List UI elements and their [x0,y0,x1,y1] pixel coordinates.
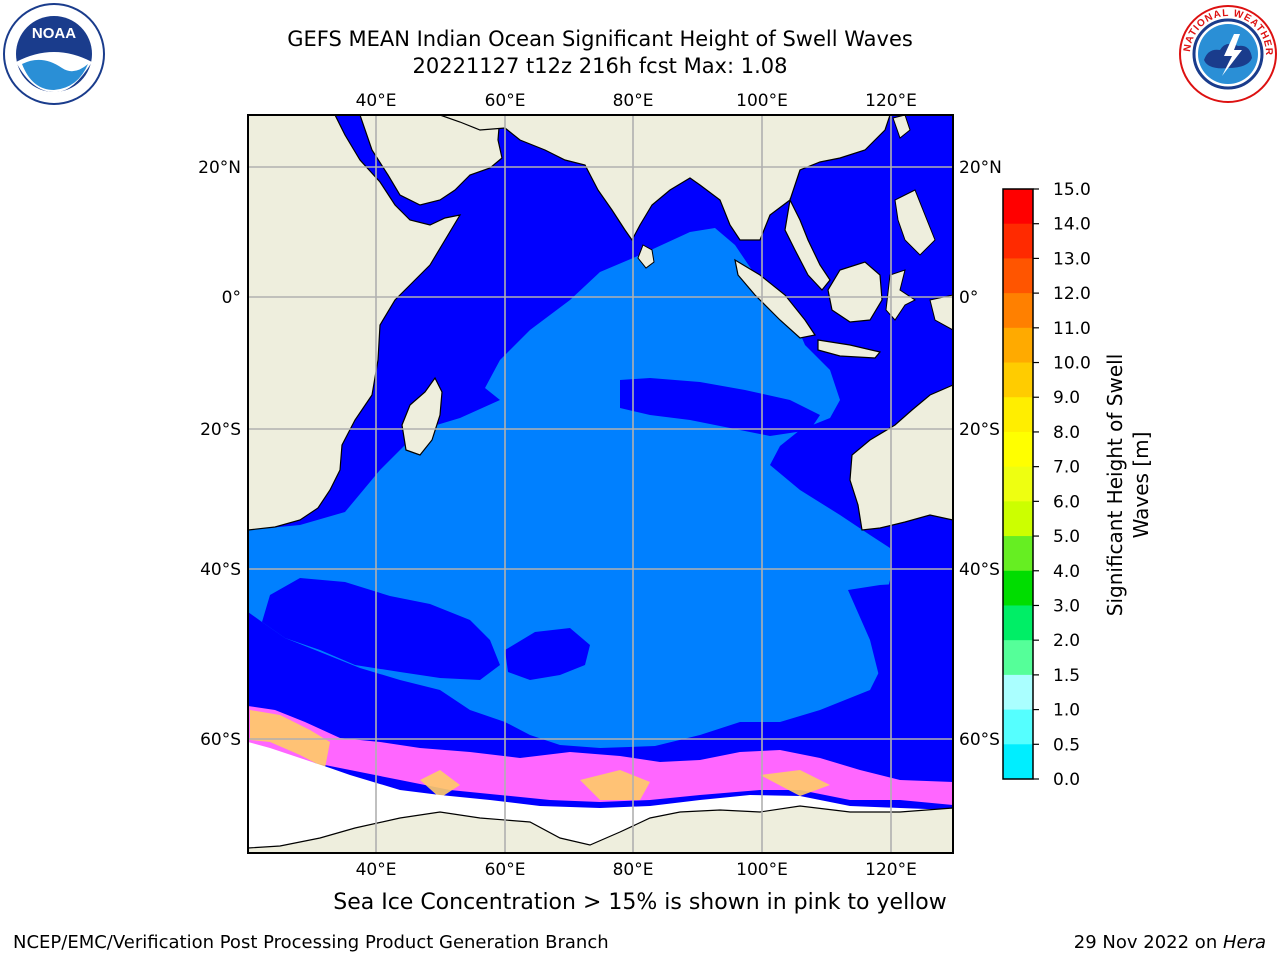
sea-ice-caption: Sea Ice Concentration > 15% is shown in … [333,890,947,915]
lat-label-left: 20°S [200,420,241,440]
lon-label-top: 60°E [485,91,526,111]
colorbar-segment [1003,674,1033,711]
colorbar-segment [1003,258,1033,294]
colorbar: 15.0 14.0 13.0 12.0 11.0 10.0 9.0 8.0 7.0 6.0 5.0 4… [1002,180,1091,790]
philippines-land [894,189,936,256]
footer-date: 29 Nov 2022 on Hera [1074,932,1266,953]
colorbar-segment [1003,466,1033,502]
lon-label-bottom: 40°E [356,860,397,880]
swell-region-low-south [262,578,500,680]
noaa-logo-text: NOAA [32,25,76,42]
colorbar-tick-label: 0.0 [1053,770,1080,790]
lon-label-top: 100°E [736,91,788,111]
colorbar-tick-label: 2.0 [1053,631,1080,651]
map-frame [247,114,954,854]
swell-region-low-southeast [848,580,953,780]
colorbar-segment [1003,397,1033,433]
lon-label-top: 120°E [865,91,917,111]
colorbar-segment [1003,223,1033,259]
colorbar-tick-label: 7.0 [1053,458,1080,478]
colorbar-segment [1003,501,1033,537]
chart-subtitle: 20221127 t12z 216h fcst Max: 1.08 [412,54,788,78]
madagascar-land [401,376,443,456]
lat-label-left: 0° [222,288,241,308]
footer-date-text: 29 Nov 2022 on [1073,932,1223,953]
africa-land [248,115,462,531]
colorbar-tick-label: 11.0 [1053,319,1091,339]
lat-label-left: 20°N [198,158,241,178]
colorbar-tick-label: 0.5 [1053,735,1080,755]
colorbar-frame [1002,188,1034,780]
swell-region-low-kerguelen [505,628,590,680]
colorbar-segment [1003,293,1033,329]
colorbar-segment [1003,570,1033,606]
arabia-land [359,115,503,206]
lon-label-top: 40°E [356,91,397,111]
colorbar-tick-label: 5.0 [1053,527,1080,547]
footer-machine: Hera [1222,932,1266,953]
colorbar-tick-label: 9.0 [1053,388,1080,408]
map-area [248,115,953,853]
lon-label-bottom: 120°E [865,860,917,880]
colorbar-tick-label: 10.0 [1053,354,1091,374]
map-gridlines [248,115,953,853]
colorbar-segment [1003,605,1033,641]
sulawesi-land [885,269,916,321]
lat-label-right: 0° [959,288,978,308]
colorbar-tick-label: 15.0 [1053,180,1091,200]
colorbar-tick-label: 3.0 [1053,596,1080,616]
lat-label-right: 60°S [959,730,1000,750]
australia-land [849,384,953,531]
footer-credit: NCEP/EMC/Verification Post Processing Pr… [13,932,609,953]
chart-title: GEFS MEAN Indian Ocean Significant Heigh… [287,27,913,51]
noaa-logo: NOAA [3,3,105,105]
colorbar-segment [1003,709,1033,745]
sri-lanka-land [637,244,655,269]
south-asia-land [439,115,891,242]
colorbar-tick-label: 1.0 [1053,701,1080,721]
colorbar-segment [1003,640,1033,676]
colorbar-label-line1: Significant Height of Swell [1103,354,1127,616]
colorbar-segment [1003,189,1033,225]
lon-label-bottom: 100°E [736,860,788,880]
lat-label-right: 20°S [959,420,1000,440]
colorbar-segment [1003,327,1033,364]
antarctica-land [248,805,953,853]
colorbar-tick-label: 8.0 [1053,423,1080,443]
lat-label-left: 60°S [200,730,241,750]
colorbar-label-line2: Waves [m] [1129,432,1153,539]
colorbar-segment [1003,536,1033,572]
colorbar-tick-label: 14.0 [1053,215,1091,235]
colorbar-tick-label: 13.0 [1053,249,1091,269]
lat-label-right: 40°S [959,560,1000,580]
colorbar-tick-label: 1.5 [1053,666,1080,686]
malay-peninsula-land [784,198,831,291]
lat-label-right: 20°N [959,158,1002,178]
sumatra-land [734,258,816,339]
lon-label-top: 80°E [613,91,654,111]
colorbar-tick-label: 4.0 [1053,562,1080,582]
lat-label-left: 40°S [200,560,241,580]
lon-label-bottom: 60°E [485,860,526,880]
colorbar-segment [1003,431,1033,468]
colorbar-segment [1003,744,1033,780]
colorbar-tick-label: 6.0 [1053,492,1080,512]
lon-label-bottom: 80°E [613,860,654,880]
colorbar-tick-label: 12.0 [1053,284,1091,304]
colorbar-segment [1003,362,1033,398]
swell-region-low-center [620,378,820,436]
java-land [817,339,882,359]
nws-logo: NATIONAL WEATHER SERVICE [1178,4,1277,103]
